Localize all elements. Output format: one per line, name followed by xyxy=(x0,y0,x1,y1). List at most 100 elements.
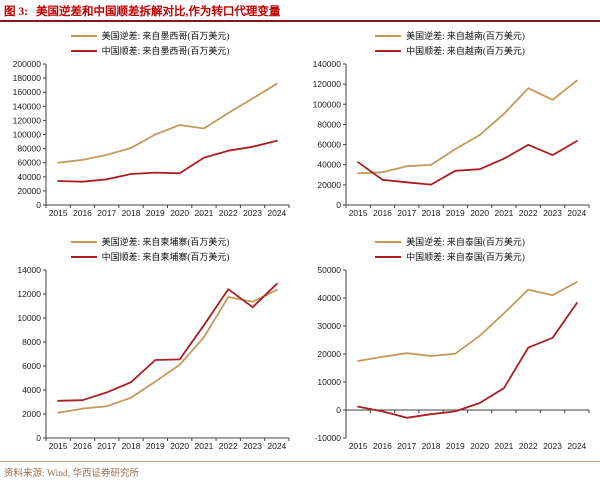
svg-text:2000: 2000 xyxy=(22,409,41,419)
svg-text:10000: 10000 xyxy=(317,377,341,387)
svg-text:2015: 2015 xyxy=(349,441,368,451)
legend-swatch-us xyxy=(70,35,97,37)
source-text: Wind, 华西证券研究所 xyxy=(47,469,139,479)
svg-text:2024: 2024 xyxy=(567,208,586,218)
svg-text:2017: 2017 xyxy=(97,441,116,451)
svg-text:200000: 200000 xyxy=(13,59,42,69)
svg-text:2016: 2016 xyxy=(73,441,92,451)
svg-text:0: 0 xyxy=(36,200,41,210)
svg-text:2019: 2019 xyxy=(446,441,465,451)
svg-text:120000: 120000 xyxy=(313,79,342,89)
svg-text:140000: 140000 xyxy=(13,101,42,111)
figure-label: 图 3: xyxy=(4,6,28,18)
svg-text:2018: 2018 xyxy=(422,208,441,218)
svg-text:2020: 2020 xyxy=(470,208,489,218)
svg-text:2015: 2015 xyxy=(49,208,68,218)
svg-text:2019: 2019 xyxy=(146,208,165,218)
svg-text:2022: 2022 xyxy=(219,441,238,451)
chart-legend: 美国逆差: 来自墨西哥(百万美元) 中国顺差: 来自墨西哥(百万美元) xyxy=(70,30,230,57)
svg-text:2021: 2021 xyxy=(194,208,213,218)
svg-text:140000: 140000 xyxy=(313,59,342,69)
chart-legend: 美国逆差: 来自泰国(百万美元) 中国顺差: 来自泰国(百万美元) xyxy=(375,236,525,263)
svg-text:160000: 160000 xyxy=(13,87,42,97)
svg-text:2019: 2019 xyxy=(446,208,465,218)
legend-item-china-surplus: 中国顺差: 来自墨西哥(百万美元) xyxy=(70,45,230,57)
svg-text:0: 0 xyxy=(336,200,341,210)
svg-text:6000: 6000 xyxy=(22,361,41,371)
legend-item-us-deficit: 美国逆差: 来自柬埔寨(百万美元) xyxy=(70,236,230,248)
svg-text:8000: 8000 xyxy=(22,337,41,347)
svg-text:2023: 2023 xyxy=(543,208,562,218)
legend-item-china-surplus: 中国顺差: 来自柬埔寨(百万美元) xyxy=(70,251,230,263)
svg-text:120000: 120000 xyxy=(13,115,42,125)
svg-text:14000: 14000 xyxy=(17,265,41,275)
svg-text:2020: 2020 xyxy=(170,208,189,218)
svg-text:2021: 2021 xyxy=(494,208,513,218)
line-chart-canvas: 0 20000 40000 60000 80000 100000 120000 140000 1… xyxy=(13,59,290,218)
chart-legend: 美国逆差: 来自柬埔寨(百万美元) 中国顺差: 来自柬埔寨(百万美元) xyxy=(70,236,230,263)
svg-text:2016: 2016 xyxy=(373,208,392,218)
svg-text:50000: 50000 xyxy=(317,265,341,275)
svg-text:2016: 2016 xyxy=(373,441,392,451)
legend-swatch-us xyxy=(375,241,402,243)
line-chart-canvas: 0 20000 40000 60000 80000 100000 120000 140000 2… xyxy=(313,59,590,218)
legend-item-us-deficit: 美国逆差: 来自泰国(百万美元) xyxy=(375,236,525,248)
svg-text:0: 0 xyxy=(336,405,341,415)
legend-label: 中国顺差: 来自柬埔寨(百万美元) xyxy=(101,252,230,262)
line-chart-canvas: 0 2000 4000 6000 8000 10000 12000 14000 2015 2016… xyxy=(17,265,290,451)
svg-text:-10000: -10000 xyxy=(315,433,342,443)
svg-text:2023: 2023 xyxy=(543,441,562,451)
legend-label: 中国顺差: 来自泰国(百万美元) xyxy=(406,252,525,262)
legend-swatch-us xyxy=(375,35,402,37)
legend-item-china-surplus: 中国顺差: 来自泰国(百万美元) xyxy=(375,251,525,263)
svg-text:2017: 2017 xyxy=(397,208,416,218)
chart-vietnam: 美国逆差: 来自越南(百万美元) 中国顺差: 来自越南(百万美元) 0 20000… xyxy=(300,22,600,228)
legend-label: 美国逆差: 来自墨西哥(百万美元) xyxy=(101,31,230,41)
svg-text:2018: 2018 xyxy=(422,441,441,451)
legend-swatch-cn xyxy=(70,50,97,52)
svg-text:2017: 2017 xyxy=(97,208,116,218)
legend-label: 中国顺差: 来自墨西哥(百万美元) xyxy=(101,46,230,56)
svg-text:2024: 2024 xyxy=(567,441,586,451)
line-chart-canvas: -10000 0 10000 20000 30000 40000 50000 2015 2016… xyxy=(315,265,590,451)
svg-text:2023: 2023 xyxy=(243,441,262,451)
svg-text:40000: 40000 xyxy=(17,172,41,182)
legend-item-us-deficit: 美国逆差: 来自墨西哥(百万美元) xyxy=(70,30,230,42)
svg-text:2015: 2015 xyxy=(49,441,68,451)
legend-label: 中国顺差: 来自越南(百万美元) xyxy=(406,46,525,56)
svg-text:100000: 100000 xyxy=(13,130,42,140)
legend-label: 美国逆差: 来自柬埔寨(百万美元) xyxy=(101,237,230,247)
legend-item-china-surplus: 中国顺差: 来自越南(百万美元) xyxy=(375,45,525,57)
svg-text:20000: 20000 xyxy=(17,186,41,196)
svg-text:2019: 2019 xyxy=(146,441,165,451)
chart-cambodia: 美国逆差: 来自柬埔寨(百万美元) 中国顺差: 来自柬埔寨(百万美元) 0 200… xyxy=(0,228,300,461)
chart-thailand: 美国逆差: 来自泰国(百万美元) 中国顺差: 来自泰国(百万美元) -10000… xyxy=(300,228,600,461)
svg-text:2024: 2024 xyxy=(267,208,286,218)
figure-title: 美国逆差和中国顺差拆解对比,作为转口代理变量 xyxy=(35,6,281,18)
svg-text:2022: 2022 xyxy=(519,441,538,451)
svg-text:180000: 180000 xyxy=(13,73,42,83)
figure-header: 图 3: 美国逆差和中国顺差拆解对比,作为转口代理变量 xyxy=(0,0,600,22)
svg-text:2021: 2021 xyxy=(194,441,213,451)
legend-swatch-cn xyxy=(375,256,402,258)
chart-mexico: 美国逆差: 来自墨西哥(百万美元) 中国顺差: 来自墨西哥(百万美元) 0 200… xyxy=(0,22,300,228)
svg-text:80000: 80000 xyxy=(317,119,341,129)
svg-text:2015: 2015 xyxy=(349,208,368,218)
svg-text:20000: 20000 xyxy=(317,349,341,359)
svg-text:10000: 10000 xyxy=(17,313,41,323)
svg-text:40000: 40000 xyxy=(317,293,341,303)
svg-text:2022: 2022 xyxy=(219,208,238,218)
svg-text:2022: 2022 xyxy=(519,208,538,218)
svg-text:12000: 12000 xyxy=(17,289,41,299)
svg-text:20000: 20000 xyxy=(317,180,341,190)
svg-text:2020: 2020 xyxy=(470,441,489,451)
svg-text:80000: 80000 xyxy=(17,144,41,154)
legend-swatch-cn xyxy=(70,256,97,258)
svg-text:2023: 2023 xyxy=(243,208,262,218)
source-footer: 资料来源: Wind, 华西证券研究所 xyxy=(0,461,600,483)
legend-label: 美国逆差: 来自越南(百万美元) xyxy=(406,31,525,41)
legend-label: 美国逆差: 来自泰国(百万美元) xyxy=(406,237,525,247)
svg-text:2017: 2017 xyxy=(397,441,416,451)
source-label: 资料来源: xyxy=(4,469,45,479)
